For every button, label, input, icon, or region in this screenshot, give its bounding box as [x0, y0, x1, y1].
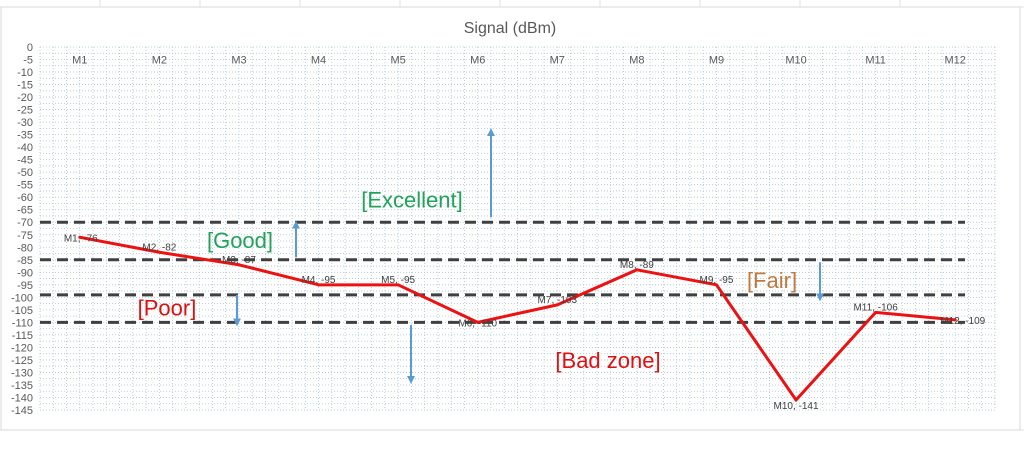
y-tick-label: -60 [17, 192, 33, 204]
y-tick-label: -55 [17, 180, 33, 192]
y-tick-label: -115 [12, 330, 33, 342]
zone-label: [Excellent] [361, 188, 463, 213]
data-label: M12, -109 [940, 316, 985, 327]
x-tick-label: M6 [470, 55, 485, 67]
data-point [237, 263, 241, 267]
y-tick-label: -80 [17, 242, 33, 254]
data-point [317, 283, 321, 287]
data-label: M8, -89 [620, 260, 654, 271]
zone-label: [Bad zone] [555, 348, 660, 373]
y-tick-label: -90 [17, 267, 33, 279]
data-point [874, 310, 878, 314]
zone-label: [Fair] [747, 268, 797, 293]
data-label: M1, -76 [64, 233, 98, 244]
y-tick-label: -65 [17, 205, 33, 217]
data-label: M3, -87 [222, 255, 256, 266]
y-tick-label: -45 [17, 155, 33, 167]
y-tick-label: -145 [11, 405, 33, 417]
data-label: M4, -95 [302, 275, 336, 286]
data-label: M10, -141 [774, 401, 819, 412]
y-tick-label: -20 [17, 92, 33, 104]
y-tick-label: 0 [27, 42, 33, 54]
signal-line [79, 235, 956, 402]
y-tick-label: -140 [11, 392, 33, 404]
y-tick-label: -120 [11, 342, 33, 354]
y-tick-label: -50 [17, 167, 33, 179]
data-label: M7, -103 [538, 295, 578, 306]
y-tick-label: -135 [11, 380, 33, 392]
x-tick-label: M1 [72, 55, 87, 67]
data-point [476, 320, 480, 324]
x-tick-label: M7 [550, 55, 565, 67]
data-point [635, 268, 639, 272]
x-tick-label: M3 [231, 55, 246, 67]
y-tick-label: -15 [17, 80, 33, 92]
data-label: M9, -95 [700, 275, 734, 286]
data-label: M2, -82 [142, 242, 176, 253]
x-tick-label: M2 [152, 55, 167, 67]
x-tick-label: M5 [390, 55, 405, 67]
data-point [794, 398, 798, 402]
y-tick-label: -10 [17, 67, 33, 79]
y-tick-label: -110 [12, 317, 33, 329]
zone-label: [Poor] [138, 295, 197, 320]
y-tick-label: -70 [17, 217, 33, 229]
x-tick-label: M8 [629, 55, 644, 67]
y-tick-label: -125 [11, 355, 33, 367]
y-tick-label: -105 [11, 305, 33, 317]
y-tick-label: -30 [17, 117, 33, 129]
y-tick-label: -40 [17, 142, 33, 154]
y-tick-label: -35 [17, 130, 33, 142]
data-point [714, 283, 718, 287]
x-tick-label: M10 [785, 55, 806, 67]
x-tick-label: M12 [945, 55, 966, 67]
x-tick-label: M11 [865, 55, 886, 67]
y-tick-label: -5 [23, 55, 33, 67]
y-tick-label: -130 [11, 367, 33, 379]
chart-title: Signal (dBm) [464, 20, 556, 37]
y-tick-label: -100 [11, 292, 33, 304]
y-tick-label: -25 [17, 105, 33, 117]
data-point [157, 250, 161, 254]
data-label: M6, -110 [458, 318, 497, 329]
data-point [555, 303, 559, 307]
y-tick-label: -95 [17, 280, 33, 292]
x-tick-label: M4 [311, 55, 326, 67]
x-tick-label: M9 [709, 55, 724, 67]
zone-label: [Good] [207, 228, 273, 253]
data-point [396, 283, 400, 287]
data-label: M5, -95 [381, 275, 415, 286]
y-tick-label: -75 [17, 230, 33, 242]
data-label: M11, -106 [853, 302, 898, 313]
data-point [953, 318, 957, 322]
data-point [78, 235, 82, 239]
y-tick-label: -85 [17, 255, 33, 267]
